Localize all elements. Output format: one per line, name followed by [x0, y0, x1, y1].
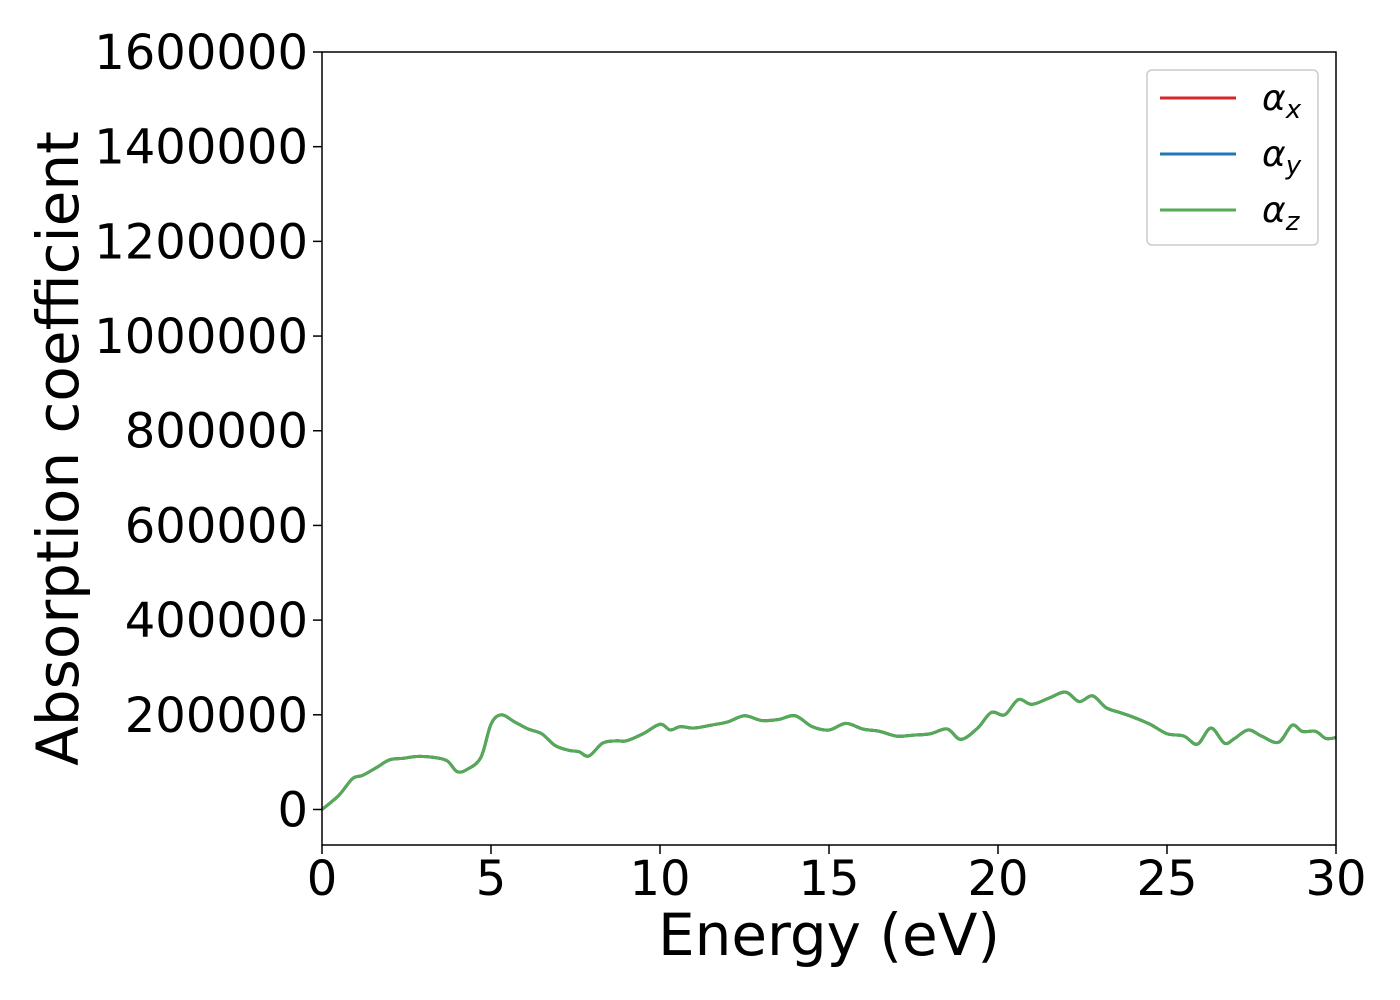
legend-symbol: α: [1262, 134, 1286, 175]
y-axis-title: Absorption coefficient: [24, 131, 92, 766]
y-tick-label: 1600000: [94, 25, 308, 81]
legend-label: αz: [1262, 190, 1301, 237]
y-tick-label: 1400000: [94, 120, 308, 176]
x-tick-label: 30: [1305, 851, 1366, 907]
y-axis-ticks: 0 200000 400000 600000 800000 1000000 1200000 1…: [94, 25, 322, 838]
x-tick-label: 0: [307, 851, 338, 907]
legend-entry-alpha-x: αx: [1160, 78, 1302, 125]
legend-entry-alpha-z: αz: [1160, 190, 1301, 237]
x-axis-ticks: 0 5 10 15 20 25 30: [307, 845, 1367, 907]
series-line-alpha-x: [321, 690, 1337, 811]
series-line-alpha-z: [321, 690, 1337, 811]
x-axis-title: Energy (eV): [658, 901, 1000, 969]
y-tick-label: 600000: [125, 498, 308, 554]
series-line-alpha-y: [321, 690, 1337, 811]
y-tick-label: 200000: [125, 688, 308, 744]
legend-entry-alpha-y: αy: [1160, 134, 1302, 181]
legend-subscript: y: [1285, 151, 1302, 181]
legend-symbol: α: [1262, 78, 1286, 119]
legend-subscript: z: [1285, 207, 1301, 237]
x-tick-label: 10: [629, 851, 690, 907]
y-tick-label: 0: [277, 782, 308, 838]
x-tick-label: 25: [1136, 851, 1197, 907]
x-tick-label: 15: [798, 851, 859, 907]
legend-label: αx: [1262, 78, 1302, 125]
legend-subscript: x: [1285, 95, 1302, 125]
legend-label: αy: [1262, 134, 1302, 181]
x-tick-label: 20: [967, 851, 1028, 907]
legend-box: [1146, 69, 1319, 246]
legend-symbol: α: [1262, 190, 1286, 231]
y-tick-label: 1200000: [94, 214, 308, 270]
x-tick-label: 5: [476, 851, 507, 907]
y-tick-label: 400000: [125, 593, 308, 649]
series-layer: [321, 690, 1337, 811]
y-tick-label: 1000000: [94, 309, 308, 365]
y-tick-label: 800000: [125, 404, 308, 460]
